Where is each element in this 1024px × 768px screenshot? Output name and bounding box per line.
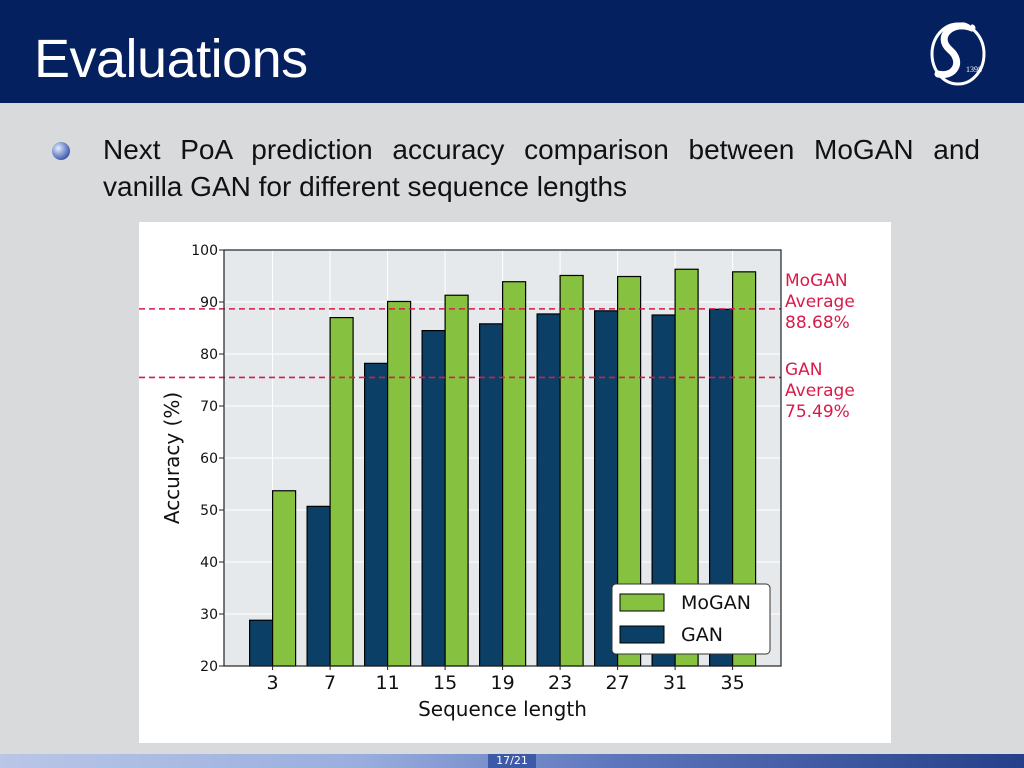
y-tick-label: 30 xyxy=(200,607,218,623)
gan-bar xyxy=(421,329,446,667)
legend-swatch xyxy=(619,625,665,644)
x-tick-label: 3 xyxy=(267,672,279,694)
y-tick-label: 40 xyxy=(200,555,218,571)
slide-header: Evaluations 1398 xyxy=(0,0,1024,103)
gan-bar xyxy=(248,619,274,667)
university-logo: 1398 xyxy=(930,17,986,86)
x-tick-label: 23 xyxy=(548,672,572,694)
y-tick-label: 60 xyxy=(200,451,218,467)
x-tick-label: 31 xyxy=(663,672,687,694)
average-label: Average xyxy=(785,381,855,401)
chart-panel: MoGAN Average 88.68% GAN Average 75.49% 20 30 40… xyxy=(139,222,891,743)
x-tick-label: 11 xyxy=(376,672,400,694)
y-tick-label: 50 xyxy=(200,503,218,519)
x-tick-label: 15 xyxy=(433,672,457,694)
slide-title: Evaluations xyxy=(34,29,308,89)
logo-year: 1398 xyxy=(966,65,982,74)
bullet-text: Next PoA prediction accuracy comparison … xyxy=(103,134,980,202)
x-axis-title: Sequence length xyxy=(418,697,587,721)
mogan-bar xyxy=(444,294,469,667)
accuracy-bar-chart: MoGANAverage88.68%GANAverage75.49%203040… xyxy=(139,243,855,721)
legend-label: GAN xyxy=(681,624,723,646)
x-tick-label: 35 xyxy=(721,672,745,694)
legend-swatch xyxy=(619,593,665,612)
mogan-bar xyxy=(502,281,527,667)
x-tick-label: 27 xyxy=(606,672,630,694)
page-number: 17/21 xyxy=(488,754,536,768)
average-label: 75.49% xyxy=(785,402,850,422)
y-tick-label: 100 xyxy=(191,243,218,259)
average-label: Average xyxy=(785,292,855,312)
gan-bar xyxy=(479,323,504,667)
slide-footer: 17/21 xyxy=(0,754,1024,768)
bullet-icon xyxy=(52,142,70,160)
x-tick-label: 19 xyxy=(491,672,515,694)
y-tick-label: 20 xyxy=(200,659,218,675)
mogan-bar xyxy=(387,300,412,667)
mogan-bar xyxy=(272,490,297,667)
gan-bar xyxy=(306,505,331,667)
footer-page-area: 17/21 xyxy=(0,754,1024,768)
gan-bar xyxy=(364,362,389,667)
x-tick-label: 7 xyxy=(324,672,336,694)
y-axis-title: Accuracy (%) xyxy=(160,392,184,524)
y-tick-label: 90 xyxy=(200,295,218,311)
gan-bar xyxy=(536,313,561,667)
average-label: 88.68% xyxy=(785,313,850,333)
legend-label: MoGAN xyxy=(681,592,751,614)
mogan-bar xyxy=(329,316,354,667)
average-label: MoGAN xyxy=(785,271,848,291)
y-tick-label: 70 xyxy=(200,399,218,415)
average-label: GAN xyxy=(785,360,823,380)
y-tick-label: 80 xyxy=(200,347,218,363)
mogan-bar xyxy=(559,274,584,667)
